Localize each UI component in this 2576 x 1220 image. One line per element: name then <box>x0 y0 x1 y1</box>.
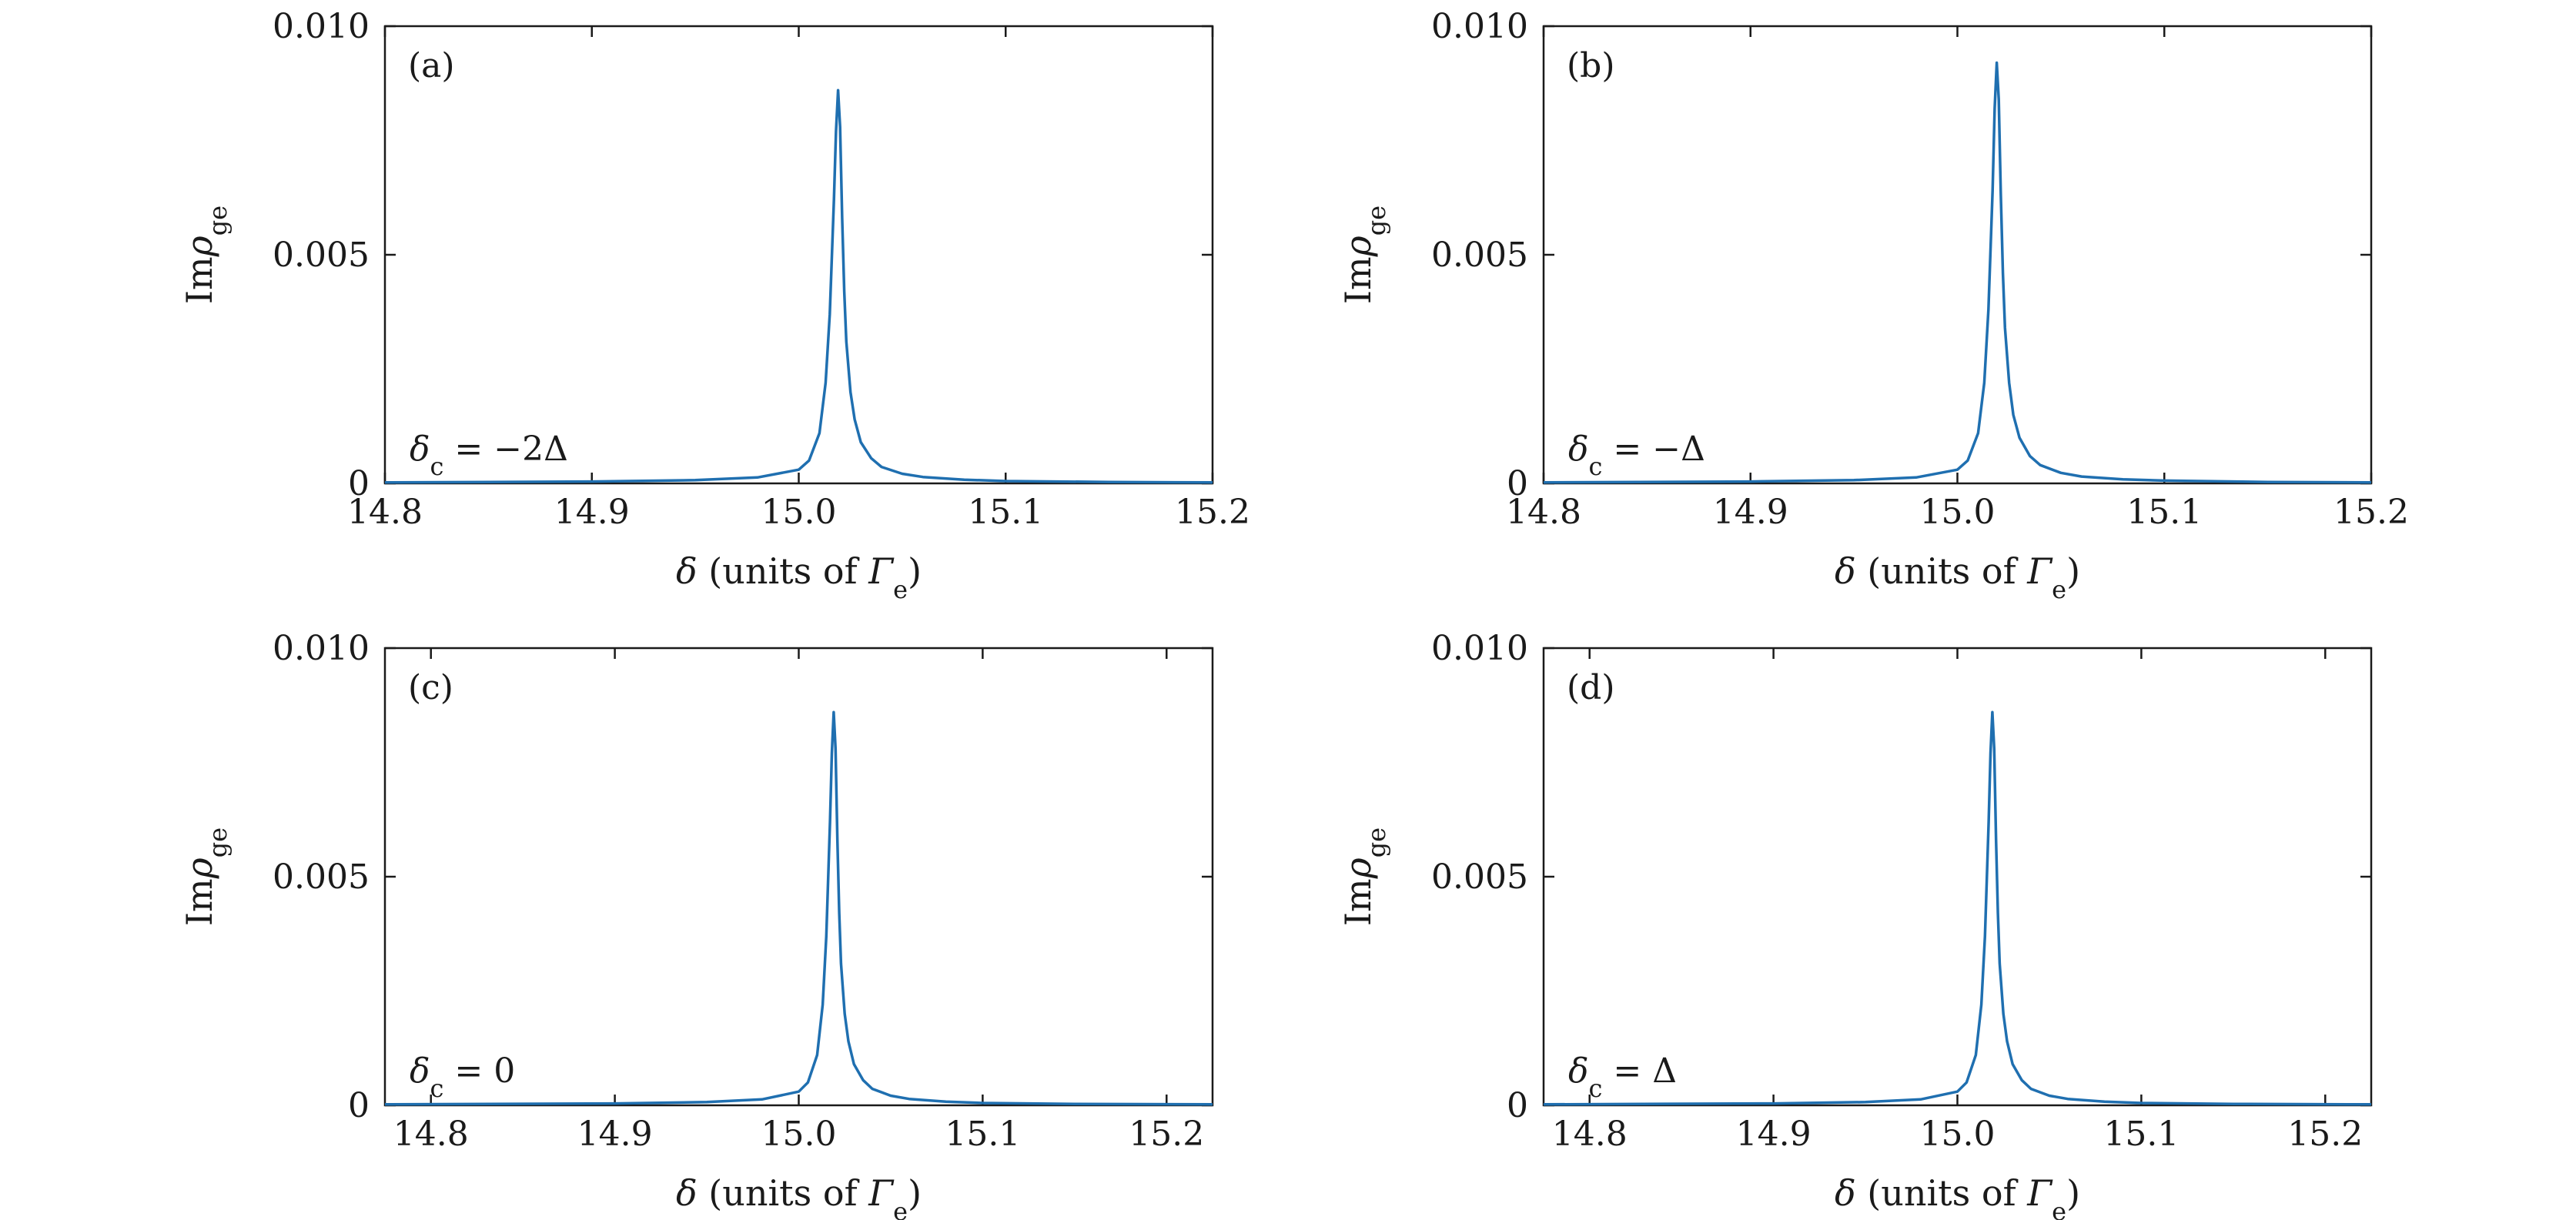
annotation-text: δc = −2Δ <box>410 430 568 481</box>
x-tick-label: 14.8 <box>1506 493 1581 532</box>
x-tick-label: 15.0 <box>1920 493 1996 532</box>
chart-panel-b: 14.8 14.9 15.0 15.1 15.2 0 0.005 0.010 (b) δc = −… <box>1337 7 2409 604</box>
plot-frame <box>383 25 1214 485</box>
series-line <box>1543 61 2372 484</box>
x-tick-label: 14.9 <box>577 1115 653 1154</box>
y-tick-label: 0.005 <box>273 236 370 275</box>
x-tick-label: 14.9 <box>1713 493 1788 532</box>
plot-frame <box>1542 25 2373 485</box>
x-tick-label: 14.8 <box>347 493 423 532</box>
y-axis-label: Imρge <box>179 827 233 926</box>
x-axis-label: δ (units of Γe) <box>676 550 922 604</box>
x-tick-label: 15.2 <box>2287 1115 2363 1154</box>
panel-label: (d) <box>1567 668 1615 707</box>
chart-panel-d: 14.8 14.9 15.0 15.1 15.2 0 0.005 0.010 (d) δc = Δ… <box>1337 629 2373 1220</box>
panel-label: (a) <box>408 46 455 85</box>
x-tick-label: 15.0 <box>1920 1115 1996 1154</box>
x-tick-label: 15.2 <box>1175 493 1250 532</box>
plot-frame <box>383 647 1214 1107</box>
x-axis-label: δ (units of Γe) <box>1835 1172 2080 1220</box>
annotation-text: δc = −Δ <box>1568 430 1705 481</box>
plot-frame <box>1542 647 2373 1107</box>
y-tick-label: 0 <box>1507 1086 1528 1125</box>
x-tick-label: 15.2 <box>1129 1115 1204 1154</box>
x-tick-label: 14.8 <box>393 1115 469 1154</box>
x-axis-label: δ (units of Γe) <box>1835 550 2080 604</box>
annotation-text: δc = 0 <box>410 1051 515 1103</box>
series-line <box>1543 710 2372 1106</box>
y-tick-label: 0 <box>1507 464 1528 503</box>
x-tick-label: 15.1 <box>968 493 1043 532</box>
x-tick-label: 15.1 <box>2103 1115 2179 1154</box>
series-line <box>384 89 1213 484</box>
chart-panel-c: 14.8 14.9 15.0 15.1 15.2 0 0.005 0.010 (c) δc = 0… <box>179 629 1214 1220</box>
x-tick-label: 15.1 <box>945 1115 1020 1154</box>
panel-label: (c) <box>408 668 453 707</box>
y-tick-label: 0.005 <box>273 857 370 897</box>
y-axis-label: Imρge <box>179 206 233 304</box>
chart-panel-a: 14.8 14.9 15.0 15.1 15.2 0 0.005 0.010 (a) δc = −… <box>179 7 1250 604</box>
panel-label: (b) <box>1567 46 1615 85</box>
y-axis-label: Imρge <box>1337 206 1391 304</box>
x-tick-label: 15.2 <box>2333 493 2409 532</box>
x-tick-label: 14.9 <box>1736 1115 1812 1154</box>
y-tick-label: 0.010 <box>1431 7 1528 46</box>
x-axis-label: δ (units of Γe) <box>676 1172 922 1220</box>
y-tick-label: 0 <box>348 1086 370 1125</box>
y-tick-label: 0.005 <box>1431 236 1528 275</box>
y-tick-label: 0.010 <box>273 7 370 46</box>
annotation-text: δc = Δ <box>1568 1051 1677 1103</box>
y-tick-label: 0 <box>348 464 370 503</box>
y-tick-label: 0.005 <box>1431 857 1528 897</box>
y-tick-label: 0.010 <box>1431 629 1528 668</box>
x-tick-label: 15.0 <box>761 1115 837 1154</box>
x-tick-label: 15.1 <box>2126 493 2202 532</box>
series-line <box>384 710 1213 1106</box>
y-tick-label: 0.010 <box>273 629 370 668</box>
x-tick-label: 14.8 <box>1552 1115 1628 1154</box>
y-axis-label: Imρge <box>1337 827 1391 926</box>
x-tick-label: 15.0 <box>761 493 837 532</box>
x-tick-label: 14.9 <box>554 493 630 532</box>
